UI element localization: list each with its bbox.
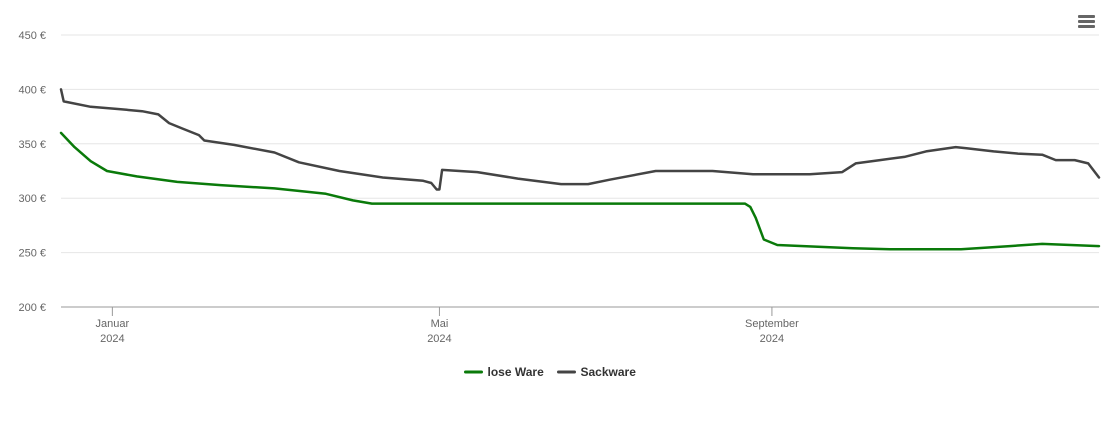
legend: lose Ware Sackware [464,365,637,379]
y-axis: 200 € 250 € 300 € 350 € 400 € 450 € [18,30,46,314]
y-tick-label: 250 € [18,248,46,260]
y-tick-label: 450 € [18,30,46,42]
grid-layer [61,34,1099,254]
y-tick-label: 400 € [18,84,46,96]
series-layer [59,88,1101,251]
y-tick-label: 300 € [18,193,46,205]
series-line [59,88,1101,191]
hamburger-menu-icon[interactable] [1076,12,1098,32]
y-tick-label: 350 € [18,139,46,151]
x-axis: Januar 2024 Mai 2024 September 2024 [61,306,1099,345]
legend-label: lose Ware [488,365,545,379]
series-line [59,131,1101,251]
menu-bar [1078,20,1095,23]
x-tick-label-year: 2024 [100,333,124,345]
x-tick-label-year: 2024 [427,333,451,345]
menu-bar [1078,15,1095,18]
y-tick-label: 200 € [18,302,46,314]
x-tick-label-year: 2024 [760,333,784,345]
x-tick-label: Mai [431,318,449,330]
menu-bar [1078,25,1095,28]
x-tick-label: September [745,318,799,330]
legend-label: Sackware [581,365,637,379]
x-tick-label: Januar [96,318,130,330]
